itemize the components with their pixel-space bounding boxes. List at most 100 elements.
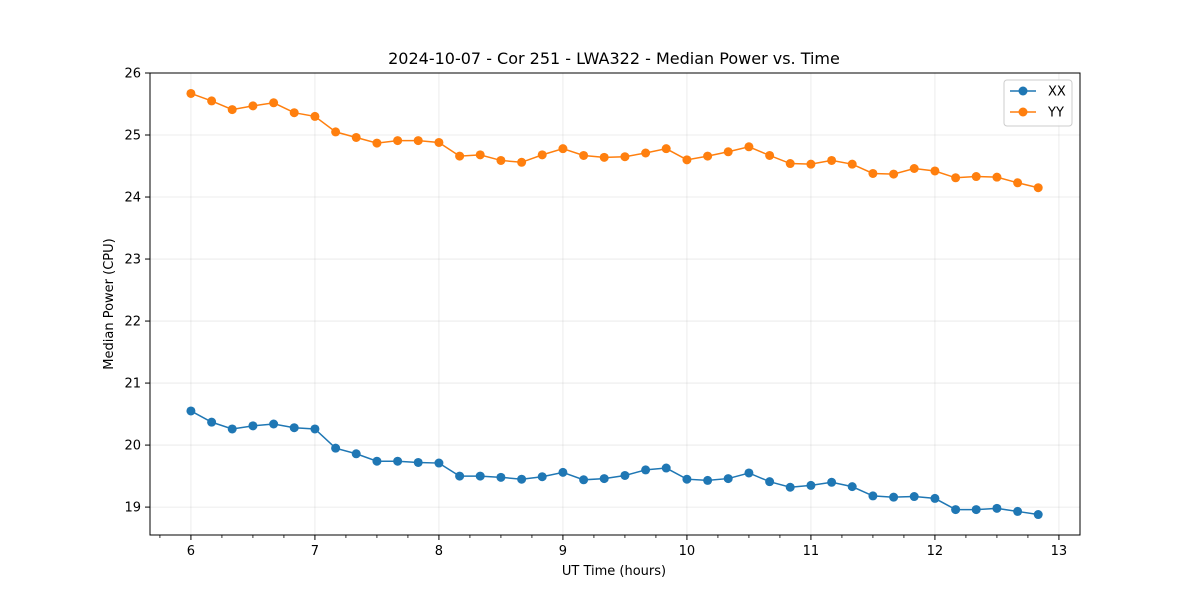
data-point-xx [682,474,692,484]
series-layer [186,88,1043,520]
data-point-yy [971,172,981,182]
data-point-xx [393,456,403,466]
data-point-yy [1013,178,1023,188]
data-point-yy [310,111,320,121]
data-point-xx [703,475,713,485]
data-point-xx [868,491,878,501]
data-point-yy [455,151,465,161]
data-point-xx [434,458,444,468]
data-point-yy [1033,183,1043,193]
data-point-yy [992,172,1002,182]
data-point-yy [517,157,527,167]
data-point-xx [537,472,547,482]
data-point-xx [372,456,382,466]
data-point-yy [641,148,651,158]
data-point-xx [269,419,279,429]
data-point-xx [331,443,341,453]
data-point-yy [269,98,279,108]
data-point-yy [186,88,196,98]
data-point-xx [310,424,320,434]
data-point-xx [971,505,981,515]
y-tick-label: 26 [124,67,141,82]
data-point-xx [289,423,299,433]
gridlines [150,72,1080,535]
y-tick-label: 21 [124,377,141,392]
data-point-xx [827,477,837,487]
y-tick-label: 20 [124,439,141,454]
data-point-yy [847,159,857,169]
data-point-yy [785,159,795,169]
legend-label-xx: XX [1048,85,1066,100]
x-tick-label: 6 [187,544,195,559]
data-point-xx [599,474,609,484]
data-point-yy [868,168,878,178]
y-tick-label: 23 [124,253,141,268]
data-point-xx [661,463,671,473]
x-tick-label: 9 [559,544,567,559]
data-point-xx [723,474,733,484]
data-point-xx [207,417,217,427]
y-tick-label: 25 [124,129,141,144]
data-point-xx [1013,506,1023,516]
data-point-xx [785,482,795,492]
x-tick-label: 7 [311,544,319,559]
data-point-xx [455,471,465,481]
data-point-yy [682,155,692,165]
legend-marker-yy [1018,107,1028,117]
data-point-xx [186,406,196,416]
data-point-xx [806,480,816,490]
y-axis-label: Median Power (CPU) [102,238,117,369]
data-point-yy [951,173,961,183]
data-point-xx [413,457,423,467]
data-point-yy [207,96,217,106]
data-point-xx [620,470,630,480]
data-point-yy [806,159,816,169]
data-point-xx [889,492,899,502]
data-point-xx [248,421,258,431]
data-point-yy [227,105,237,115]
data-point-xx [992,503,1002,513]
series-xx [186,406,1043,520]
data-point-yy [248,101,258,111]
x-axis-label: UT Time (hours) [562,564,666,579]
legend-marker-xx [1018,86,1028,96]
legend: XX YY [1003,79,1073,127]
legend-label-yy: YY [1047,106,1064,121]
data-point-xx [579,475,589,485]
y-tick-label: 24 [124,191,141,206]
data-point-xx [765,477,775,487]
data-point-xx [517,474,527,484]
plot-frame [149,72,1081,536]
y-tick-label: 19 [124,501,141,516]
data-point-xx [558,467,568,477]
data-point-yy [558,144,568,154]
data-point-yy [599,152,609,162]
data-point-xx [847,482,857,492]
data-point-yy [413,136,423,146]
data-point-yy [930,166,940,176]
data-point-yy [537,150,547,160]
x-tick-label: 10 [679,544,696,559]
chart-title: 2024-10-07 - Cor 251 - LWA322 - Median P… [388,49,840,68]
data-point-yy [661,144,671,154]
data-point-yy [744,142,754,152]
x-tick-label: 13 [1051,544,1068,559]
data-point-xx [227,424,237,434]
x-tick-label: 11 [803,544,820,559]
data-point-xx [475,471,485,481]
data-point-yy [765,150,775,160]
data-point-yy [889,169,899,179]
x-axis-ticks: 6 7 8 9 10 11 12 13 [159,535,1068,559]
data-point-yy [827,155,837,165]
data-point-yy [909,164,919,173]
data-point-xx [641,465,651,475]
data-point-yy [475,150,485,160]
data-point-xx [909,492,919,502]
data-point-xx [744,468,754,478]
data-point-yy [703,151,713,161]
series-yy [186,88,1043,193]
data-point-yy [434,137,444,147]
data-point-yy [289,108,299,118]
